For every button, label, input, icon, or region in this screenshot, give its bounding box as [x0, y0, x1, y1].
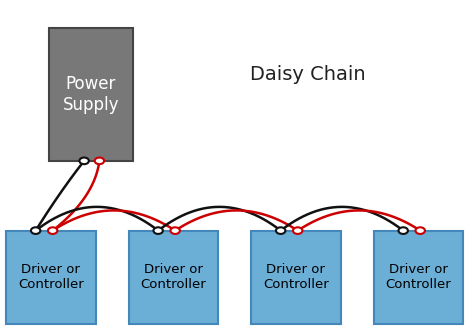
FancyBboxPatch shape [374, 230, 463, 324]
FancyBboxPatch shape [251, 230, 341, 324]
Circle shape [31, 227, 40, 234]
Circle shape [80, 157, 89, 164]
Text: Power
Supply: Power Supply [63, 75, 119, 114]
Circle shape [399, 227, 408, 234]
Circle shape [95, 157, 104, 164]
FancyBboxPatch shape [48, 28, 133, 161]
Circle shape [154, 227, 163, 234]
Circle shape [48, 227, 57, 234]
Circle shape [171, 227, 180, 234]
Circle shape [416, 227, 425, 234]
FancyBboxPatch shape [128, 230, 218, 324]
Text: Driver or
Controller: Driver or Controller [18, 263, 84, 291]
Circle shape [293, 227, 302, 234]
Circle shape [276, 227, 285, 234]
Text: Driver or
Controller: Driver or Controller [385, 263, 451, 291]
Text: Driver or
Controller: Driver or Controller [263, 263, 329, 291]
FancyBboxPatch shape [6, 230, 96, 324]
Text: Daisy Chain: Daisy Chain [250, 65, 365, 84]
Text: Driver or
Controller: Driver or Controller [140, 263, 206, 291]
